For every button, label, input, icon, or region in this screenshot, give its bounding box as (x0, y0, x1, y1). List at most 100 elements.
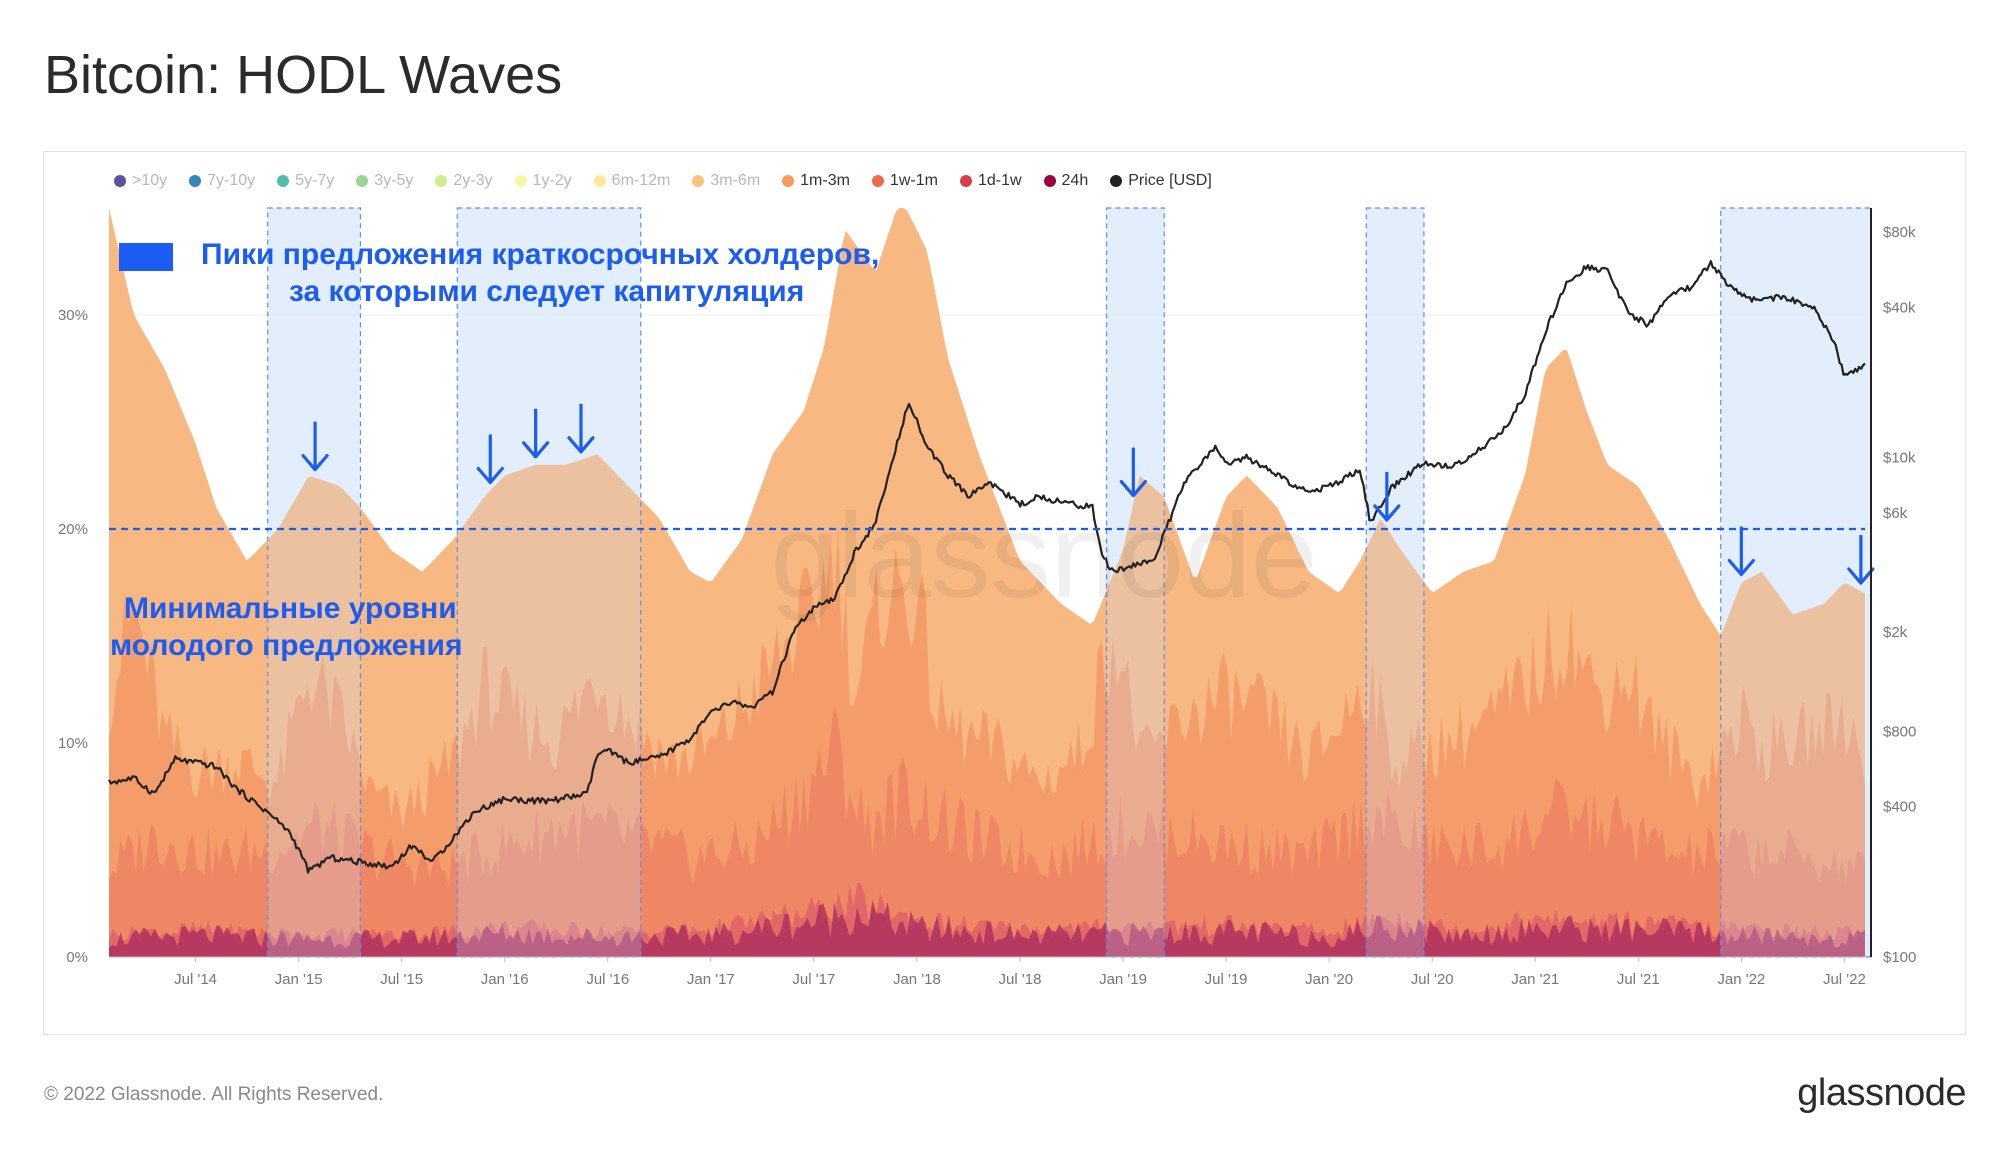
highlight-border-1 (456, 207, 642, 958)
annotation-floor-line1: Минимальные уровни (124, 592, 457, 625)
legend-label-1: 7y-10y (207, 172, 256, 189)
legend-item-6[interactable]: 6m-12m (593, 172, 671, 190)
legend-swatch-0 (114, 175, 126, 187)
legend-label-11: 24h (1061, 172, 1089, 189)
x-tick-label-11: Jan '20 (1305, 971, 1353, 988)
y-right-tick-label-6: $40k (1883, 299, 1916, 316)
legend-swatch-5 (514, 175, 527, 187)
down-arrow-head-6 (1727, 558, 1755, 577)
legend-swatch-1 (189, 175, 202, 187)
legend-item-1[interactable]: 7y-10y (189, 172, 255, 190)
legend-label-2: 5y-7y (295, 172, 335, 189)
x-tick-label-5: Jan '17 (687, 971, 735, 988)
down-arrow-6 (1727, 526, 1755, 577)
down-arrow-head-3 (567, 436, 595, 454)
legend-item-4[interactable]: 2y-3y (435, 172, 493, 190)
highlight-border-3 (1365, 207, 1425, 958)
legend-swatch-11 (1043, 175, 1056, 187)
y-left-tick-label-0: 0% (66, 949, 88, 966)
y-left-tick-label-3: 30% (58, 307, 88, 324)
legend-swatch-6 (593, 175, 606, 187)
y-right-tick-label-1: $400 (1883, 799, 1916, 816)
y-right-tick-label-0: $100 (1883, 949, 1916, 966)
down-arrow-4 (1119, 447, 1147, 498)
legend-item-3[interactable]: 3y-5y (356, 172, 413, 190)
price-line (108, 260, 1866, 874)
legend-swatch-2 (277, 175, 290, 187)
y-right-tick-label-5: $10k (1883, 450, 1916, 467)
page-title: Bitcoin: HODL Waves (44, 45, 563, 105)
legend-label-0: >10y (132, 172, 168, 189)
copyright-text: © 2022 Glassnode. All Rights Reserved. (44, 1084, 384, 1105)
hodl-waves-chart: glassnode Jul '14 Jan '15 Jul '15 Jan '16 Jul… (58, 207, 1916, 988)
x-tick-label-9: Jan '19 (1099, 971, 1147, 988)
annotation-swatch (119, 243, 173, 271)
legend-swatch-3 (356, 175, 369, 187)
legend-label-6: 6m-12m (611, 172, 671, 189)
legend-label-3: 3y-5y (374, 172, 414, 189)
y-left-tick-label-1: 10% (58, 735, 88, 752)
x-tick-label-10: Jul '19 (1205, 971, 1248, 988)
legend-label-8: 1m-3m (800, 172, 850, 189)
x-tick-label-6: Jul '17 (792, 971, 835, 988)
watermark-text: glassnode (770, 489, 1317, 623)
y-right-tick-label-3: $2k (1883, 624, 1908, 641)
area-band-24h (109, 901, 1865, 957)
x-tick-label-12: Jul '20 (1411, 971, 1454, 988)
x-tick-label-8: Jul '18 (999, 971, 1042, 988)
y-left-tick-label-2: 20% (58, 521, 88, 538)
x-tick-label-1: Jan '15 (275, 971, 323, 988)
down-arrow-head-4 (1119, 479, 1147, 498)
chart-legend: >10y 7y-10y 5y-7y 3y-5y 2y-3y 1y-2y 6m-12m 3m-6… (114, 166, 1234, 196)
x-tick-label-7: Jan '18 (893, 971, 941, 988)
x-tick-label-2: Jul '15 (380, 971, 423, 988)
x-tick-label-13: Jan '21 (1511, 971, 1559, 988)
x-tick-label-16: Jul '22 (1823, 971, 1866, 988)
down-arrow-head-5 (1373, 504, 1401, 522)
legend-item-2[interactable]: 5y-7y (277, 172, 334, 190)
down-arrow-5 (1373, 471, 1401, 522)
y-right-tick-label-2: $800 (1883, 724, 1916, 741)
down-arrow-head-2 (522, 441, 550, 459)
highlight-border-4 (1720, 207, 1872, 958)
x-tick-label-4: Jul '16 (586, 971, 629, 988)
legend-swatch-4 (435, 175, 448, 187)
legend-label-4: 2y-3y (453, 172, 493, 189)
highlight-border-0 (267, 207, 362, 958)
x-tick-label-14: Jul '21 (1617, 971, 1660, 988)
legend-label-10: 1d-1w (977, 172, 1022, 189)
legend-item-7[interactable]: 3m-6m (692, 172, 760, 190)
y-right-tick-label-4: $6k (1883, 505, 1908, 522)
legend-label-7: 3m-6m (710, 172, 761, 189)
legend-item-5[interactable]: 1y-2y (514, 172, 572, 190)
down-arrow-head-1 (476, 466, 504, 485)
legend-item-11[interactable]: 24h (1043, 172, 1089, 190)
legend-swatch-10 (959, 175, 972, 187)
annotation-floor-line2: молодого предложения (110, 629, 463, 662)
highlight-border-2 (1105, 207, 1165, 958)
down-arrow-head-0 (301, 454, 329, 472)
legend-swatch-8 (782, 175, 795, 187)
legend-item-9[interactable]: 1w-1m (871, 172, 938, 190)
y-right-tick-label-7: $80k (1883, 224, 1916, 241)
down-arrow-7 (1847, 535, 1875, 585)
x-tick-label-0: Jul '14 (174, 971, 217, 988)
legend-item-0[interactable]: >10y (114, 172, 167, 190)
legend-item-10[interactable]: 1d-1w (959, 172, 1022, 190)
x-tick-label-15: Jan '22 (1717, 971, 1765, 988)
legend-label-9: 1w-1m (889, 172, 938, 189)
down-arrow-head-7 (1847, 567, 1875, 585)
legend-swatch-9 (871, 175, 884, 187)
legend-item-12[interactable]: Price [USD] (1110, 172, 1212, 190)
down-arrow-2 (522, 408, 550, 459)
area-band-1w-1m (109, 704, 1865, 957)
legend-label-12: Price [USD] (1128, 172, 1212, 189)
glassnode-logo[interactable]: glassnode (1797, 1072, 1966, 1114)
chart-panel: glassnode Jul '14 Jan '15 Jul '15 Jan '16 Jul… (43, 151, 1966, 1035)
legend-swatch-12 (1110, 175, 1123, 187)
x-tick-label-3: Jan '16 (481, 971, 529, 988)
down-arrow-0 (301, 421, 329, 472)
legend-item-8[interactable]: 1m-3m (782, 172, 850, 190)
legend-swatch-7 (692, 175, 705, 187)
down-arrow-1 (476, 434, 504, 485)
